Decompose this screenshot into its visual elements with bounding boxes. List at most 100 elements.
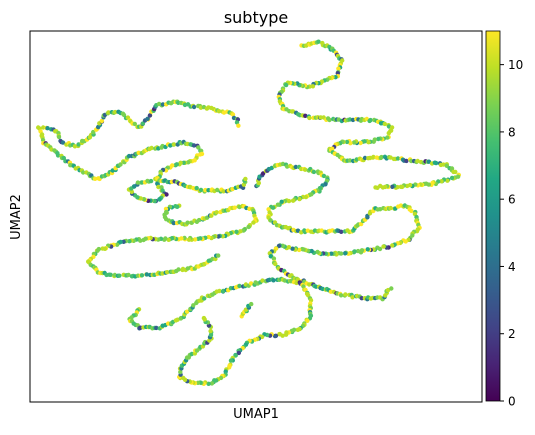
cell-point [350, 295, 355, 300]
chart-title: subtype [224, 8, 288, 27]
colorbar-ticks: 0 2 4 6 8 10 [500, 58, 523, 409]
cell-point [213, 256, 218, 262]
cell-point [350, 117, 356, 123]
cell-point [409, 208, 414, 214]
cell-point [381, 244, 386, 249]
cell-point [290, 198, 296, 203]
cell-point [307, 115, 312, 121]
cell-point [329, 251, 334, 256]
colorbar-tick-label: 0 [508, 395, 516, 409]
cell-point [126, 272, 131, 278]
cell-point [388, 205, 393, 211]
cell-point [359, 296, 364, 301]
cell-point [114, 242, 120, 247]
cell-point [228, 358, 234, 363]
cell-point [230, 186, 235, 192]
cell-point [271, 278, 276, 283]
cell-point [233, 353, 238, 358]
cell-point [40, 137, 46, 143]
cell-point [113, 109, 118, 115]
cell-point [365, 247, 370, 252]
cell-point [196, 145, 201, 150]
cell-point [395, 156, 401, 161]
cell-point [81, 170, 86, 175]
cell-point [251, 220, 256, 225]
cell-point [230, 112, 236, 117]
cell-point [216, 109, 222, 114]
cell-point [275, 202, 281, 207]
colorbar-tick-label: 6 [508, 193, 516, 207]
cell-point [441, 162, 446, 167]
cell-point [100, 246, 105, 251]
cell-point [248, 281, 254, 286]
cell-point [176, 267, 181, 272]
cell-point [217, 288, 222, 294]
cell-point [237, 283, 242, 289]
cell-point [371, 139, 376, 144]
cell-point [453, 169, 458, 175]
cell-point [260, 171, 266, 176]
cell-point [186, 237, 192, 242]
cell-point [106, 110, 111, 115]
colorbar-tick-label: 4 [508, 260, 516, 274]
cell-point [338, 293, 344, 298]
cell-point [315, 249, 320, 255]
cell-point [368, 117, 373, 123]
cell-point [152, 198, 157, 204]
cell-point [141, 237, 146, 243]
cell-point [336, 66, 341, 71]
x-axis-label: UMAP1 [233, 407, 279, 422]
cell-point [376, 136, 381, 142]
cell-point [191, 104, 197, 110]
cell-point [388, 155, 393, 160]
cell-point [145, 116, 150, 122]
cell-point [373, 185, 378, 190]
cell-point [249, 301, 254, 307]
cell-point [303, 113, 308, 119]
cell-point [121, 112, 127, 118]
cell-point [148, 178, 154, 184]
cell-point [191, 303, 196, 308]
cell-point [445, 178, 450, 183]
cell-point [208, 328, 213, 334]
cell-point [234, 120, 240, 125]
cell-point [173, 163, 178, 168]
cell-point [164, 192, 169, 197]
cell-point [216, 234, 221, 239]
cell-point [449, 175, 455, 181]
cell-point [305, 318, 310, 323]
colorbar-tick-label: 8 [508, 125, 516, 139]
cell-point [178, 369, 183, 375]
cell-point [382, 121, 387, 127]
cell-point [283, 82, 289, 88]
plot-area-frame [29, 30, 483, 403]
cell-point [358, 140, 363, 146]
cell-point [56, 134, 62, 140]
cell-point [246, 224, 251, 230]
cell-point [236, 350, 241, 356]
cell-point [390, 184, 395, 189]
cell-point [192, 237, 198, 242]
cell-point [216, 253, 221, 258]
cell-point [426, 159, 432, 164]
cell-point [206, 234, 211, 240]
cell-point [144, 272, 149, 277]
cell-point [45, 126, 50, 131]
cell-point [342, 251, 348, 256]
cell-point [311, 169, 317, 175]
cell-point [273, 261, 278, 267]
cell-point [209, 381, 215, 386]
cell-point [92, 176, 98, 181]
cell-point [310, 84, 316, 89]
cell-point [181, 375, 186, 381]
cell-point [269, 165, 274, 171]
cell-point [290, 246, 295, 251]
cell-point [91, 129, 96, 135]
cell-point [232, 205, 237, 210]
cell-point [165, 270, 170, 275]
cell-point [243, 176, 248, 182]
cell-point [305, 228, 310, 233]
cell-point [316, 39, 321, 44]
cell-point [202, 296, 207, 301]
